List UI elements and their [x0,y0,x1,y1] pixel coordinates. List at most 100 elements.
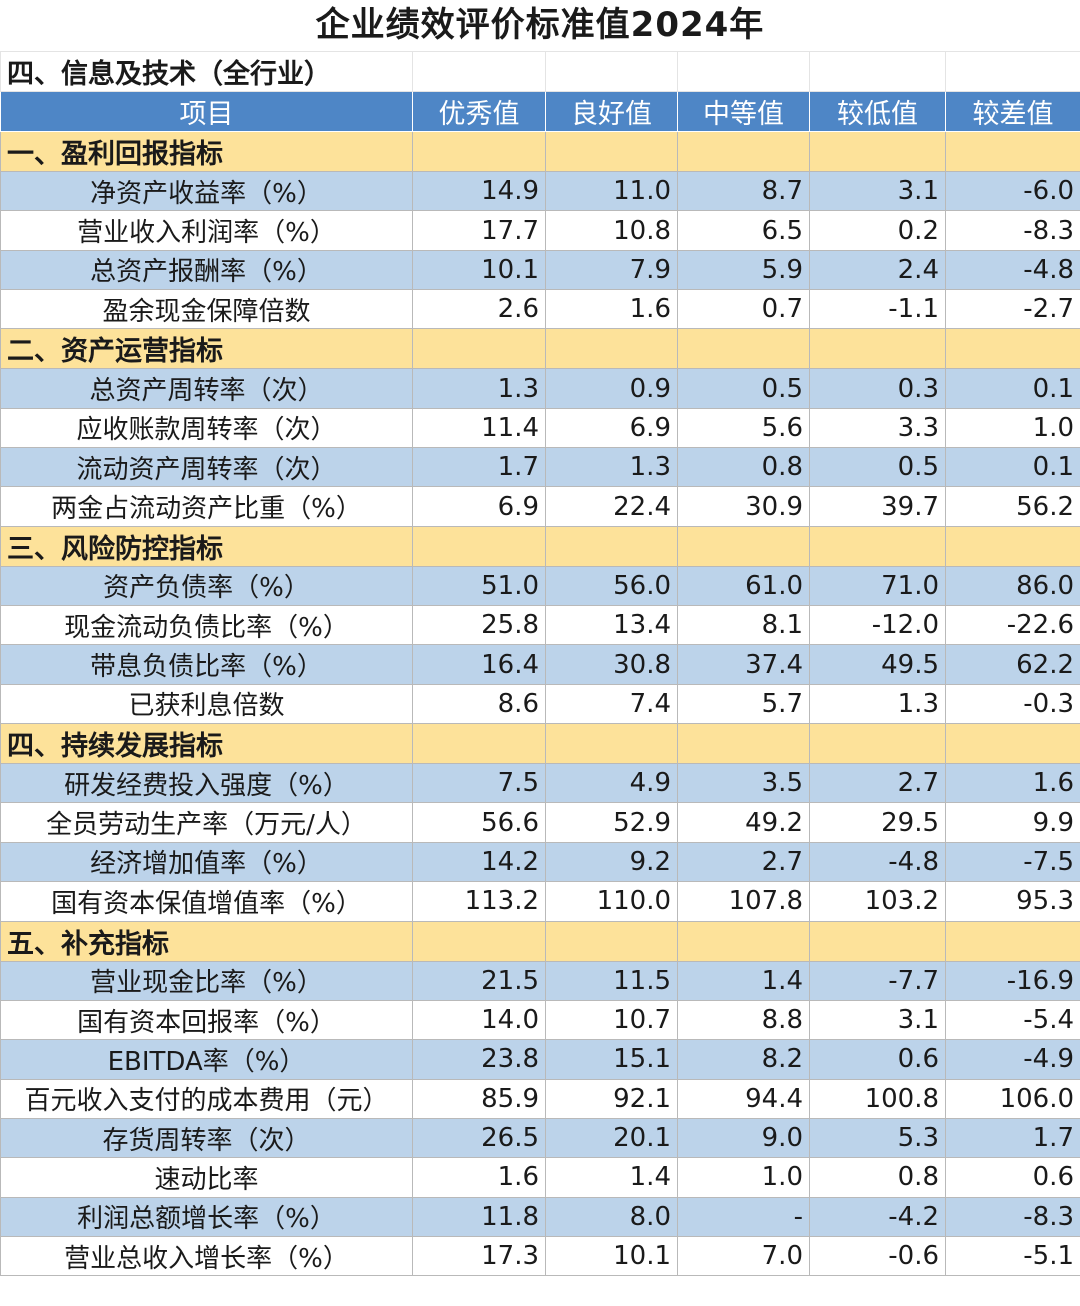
metric-value: 0.1 [945,447,1080,488]
metric-value: 1.0 [945,407,1080,449]
table-row: 营业现金比率（%） 21.5 11.5 1.4 -7.7 -16.9 [0,960,1080,1001]
metric-value: 2.7 [809,763,946,804]
metric-value: 8.8 [677,999,810,1041]
metric-value: -4.2 [809,1196,946,1237]
metric-value: 2.7 [677,841,810,883]
metric-value: 10.1 [545,1235,678,1277]
page-title: 企业绩效评价标准值2024年 [315,5,765,45]
metric-label: 应收账款周转率（次） [0,407,413,449]
table-row: 已获利息倍数 8.6 7.4 5.7 1.3 -0.3 [0,683,1080,725]
metric-value: 6.9 [412,486,546,527]
table-row: 营业收入利润率（%） 17.7 10.8 6.5 0.2 -8.3 [0,210,1080,251]
metric-label: 流动资产周转率（次） [0,447,413,488]
metric-value: 5.7 [677,683,810,725]
metric-value: 56.6 [412,802,546,843]
section-title: 五、补充指标 [0,920,413,962]
metric-value: 95.3 [945,881,1080,922]
metric-value: 13.4 [545,605,678,646]
metric-value: 107.8 [677,881,810,922]
metric-value: 15.1 [545,1039,678,1080]
metric-value: 62.2 [945,644,1080,685]
metric-value: -0.3 [945,683,1080,725]
table-row: 速动比率 1.6 1.4 1.0 0.8 0.6 [0,1157,1080,1198]
metric-value: -4.8 [945,249,1080,291]
metric-value: 49.2 [677,802,810,843]
metric-value: 21.5 [412,960,546,1001]
metric-label: 已获利息倍数 [0,683,413,725]
section-header-row: 三、风险防控指标 [0,525,1080,567]
metric-value: -7.7 [809,960,946,1001]
metric-label: 两金占流动资产比重（%） [0,486,413,527]
metric-value: 10.8 [545,210,678,251]
metric-value: 3.3 [809,407,946,449]
metric-value: 37.4 [677,644,810,685]
metric-label: 速动比率 [0,1157,413,1198]
metric-value: 94.4 [677,1078,810,1119]
table-row: 国有资本保值增值率（%） 113.2 110.0 107.8 103.2 95.3 [0,881,1080,922]
metric-value: 113.2 [412,881,546,922]
metric-value: 56.2 [945,486,1080,527]
metric-value: 3.1 [809,999,946,1041]
metric-label: 营业总收入增长率（%） [0,1235,413,1277]
metric-value: 2.6 [412,289,546,330]
metric-value: 1.4 [677,960,810,1001]
metric-value: -6.0 [945,170,1080,212]
metric-value: 0.3 [809,368,946,409]
table-row: 全员劳动生产率（万元/人） 56.6 52.9 49.2 29.5 9.9 [0,802,1080,843]
metric-value: 3.5 [677,763,810,804]
table-row: 国有资本回报率（%） 14.0 10.7 8.8 3.1 -5.4 [0,999,1080,1041]
metric-value: 11.8 [412,1196,546,1237]
metric-value: 0.7 [677,289,810,330]
metric-label: 总资产报酬率（%） [0,249,413,291]
metric-value: 6.5 [677,210,810,251]
metric-value: 92.1 [545,1078,678,1119]
metric-value: 20.1 [545,1117,678,1159]
metric-value: 30.8 [545,644,678,685]
metric-value: 100.8 [809,1078,946,1119]
table-row: EBITDA率（%） 23.8 15.1 8.2 0.6 -4.9 [0,1039,1080,1080]
section-title: 二、资产运营指标 [0,328,413,370]
metric-value: 9.9 [945,802,1080,843]
table-row: 存货周转率（次） 26.5 20.1 9.0 5.3 1.7 [0,1117,1080,1159]
header-row: 项目 优秀值 良好值 中等值 较低值 较差值 [0,91,1080,132]
metric-value: 110.0 [545,881,678,922]
metric-value: 1.6 [945,763,1080,804]
metric-label: 研发经费投入强度（%） [0,763,413,804]
metric-value: -22.6 [945,605,1080,646]
table-row: 两金占流动资产比重（%） 6.9 22.4 30.9 39.7 56.2 [0,486,1080,527]
metric-value: 8.7 [677,170,810,212]
metric-value: 0.5 [809,447,946,488]
metric-value: 11.5 [545,960,678,1001]
metric-label: EBITDA率（%） [0,1039,413,1080]
metric-value: 1.3 [412,368,546,409]
metric-value: 5.6 [677,407,810,449]
metric-value: 71.0 [809,565,946,607]
section-title: 一、盈利回报指标 [0,131,413,172]
metric-value: 1.7 [945,1117,1080,1159]
metric-value: 9.2 [545,841,678,883]
metric-value: -1.1 [809,289,946,330]
metric-value: 25.8 [412,605,546,646]
metric-value: 23.8 [412,1039,546,1080]
section-title: 四、持续发展指标 [0,723,413,765]
metric-value: 86.0 [945,565,1080,607]
metric-value: 4.9 [545,763,678,804]
metric-label: 全员劳动生产率（万元/人） [0,802,413,843]
metric-value: 0.6 [945,1157,1080,1198]
metric-value: 7.5 [412,763,546,804]
metric-value: -8.3 [945,1196,1080,1237]
metric-value: -4.9 [945,1039,1080,1080]
table-subtitle: 四、信息及技术（全行业） [0,51,413,92]
metric-value: 1.3 [545,447,678,488]
table-row: 应收账款周转率（次） 11.4 6.9 5.6 3.3 1.0 [0,407,1080,449]
metric-value: 14.2 [412,841,546,883]
metric-label: 现金流动负债比率（%） [0,605,413,646]
metric-value: 0.2 [809,210,946,251]
metric-label: 经济增加值率（%） [0,841,413,883]
metric-value: 85.9 [412,1078,546,1119]
table-row: 百元收入支付的成本费用（元） 85.9 92.1 94.4 100.8 106.0 [0,1078,1080,1119]
metric-value: 0.6 [809,1039,946,1080]
metric-value: 1.4 [545,1157,678,1198]
metric-value: 7.0 [677,1235,810,1277]
metric-value: 17.7 [412,210,546,251]
